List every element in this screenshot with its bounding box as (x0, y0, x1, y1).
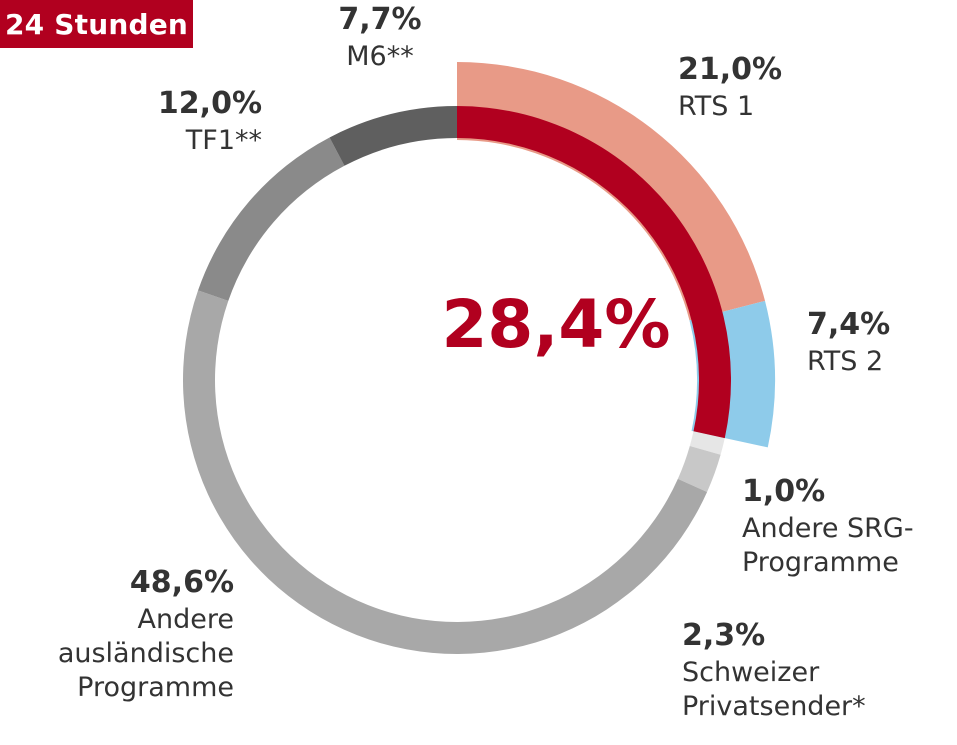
slice-value-label: 7,7% (338, 2, 422, 37)
slice-value-label: 2,3% (682, 618, 766, 653)
label-schweizer-privat: 2,3% Schweizer Privatsender* (682, 616, 866, 724)
label-tf1: 12,0% TF1** (120, 84, 262, 158)
center-total-label: 28,4% (441, 286, 671, 363)
label-rts2: 7,4% RTS 2 (807, 305, 890, 379)
label-andere-srg: 1,0% Andere SRG- Programme (742, 472, 914, 580)
slice-value-label: 7,4% (807, 307, 891, 342)
period-badge: 24 Stunden (0, 0, 193, 48)
slice-value-label: 21,0% (678, 52, 783, 87)
label-rts1: 21,0% RTS 1 (678, 50, 782, 124)
label-andere-auslaendische: 48,6% Andere ausländische Programme (40, 563, 234, 705)
highlight-arc-srg-total (457, 106, 731, 439)
slice-name-label: Andere ausländische Programme (57, 604, 234, 703)
slice-value-label: 48,6% (129, 565, 234, 600)
slice-name-label: Andere SRG- Programme (742, 513, 914, 578)
slice-name-label: RTS 1 (678, 91, 755, 122)
slice-schweizer-privatsender (677, 446, 721, 492)
slice-m6 (329, 106, 457, 166)
slice-name-label: Schweizer Privatsender* (682, 657, 866, 722)
slice-value-label: 12,0% (157, 86, 262, 121)
slice-tf1 (198, 137, 345, 301)
slice-name-label: RTS 2 (807, 346, 884, 377)
slice-name-label: TF1** (185, 125, 262, 156)
slice-andere-srg-programme (689, 431, 725, 455)
slice-name-label: M6** (346, 41, 414, 72)
label-m6: 7,7% M6** (330, 0, 430, 74)
slice-value-label: 1,0% (742, 474, 826, 509)
